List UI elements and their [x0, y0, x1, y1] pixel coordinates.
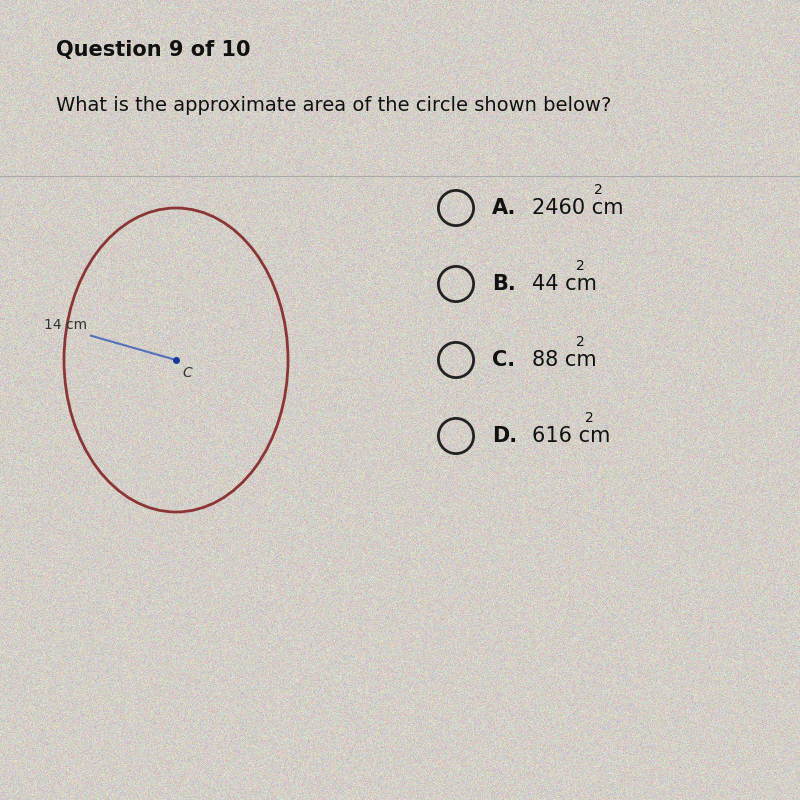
Text: What is the approximate area of the circle shown below?: What is the approximate area of the circ…: [56, 96, 611, 115]
Text: A.: A.: [492, 198, 516, 218]
Text: 616 cm: 616 cm: [532, 426, 610, 446]
Text: B.: B.: [492, 274, 516, 294]
Text: 44 cm: 44 cm: [532, 274, 597, 294]
Text: C.: C.: [492, 350, 515, 370]
Text: 88 cm: 88 cm: [532, 350, 597, 370]
Text: 2: 2: [585, 411, 594, 426]
Text: 2460 cm: 2460 cm: [532, 198, 623, 218]
Text: 2: 2: [576, 335, 585, 350]
Text: 2: 2: [576, 259, 585, 274]
Text: D.: D.: [492, 426, 517, 446]
Text: C: C: [182, 366, 192, 380]
Text: 2: 2: [594, 183, 602, 198]
Text: 14 cm: 14 cm: [44, 318, 87, 332]
Text: Question 9 of 10: Question 9 of 10: [56, 40, 250, 60]
